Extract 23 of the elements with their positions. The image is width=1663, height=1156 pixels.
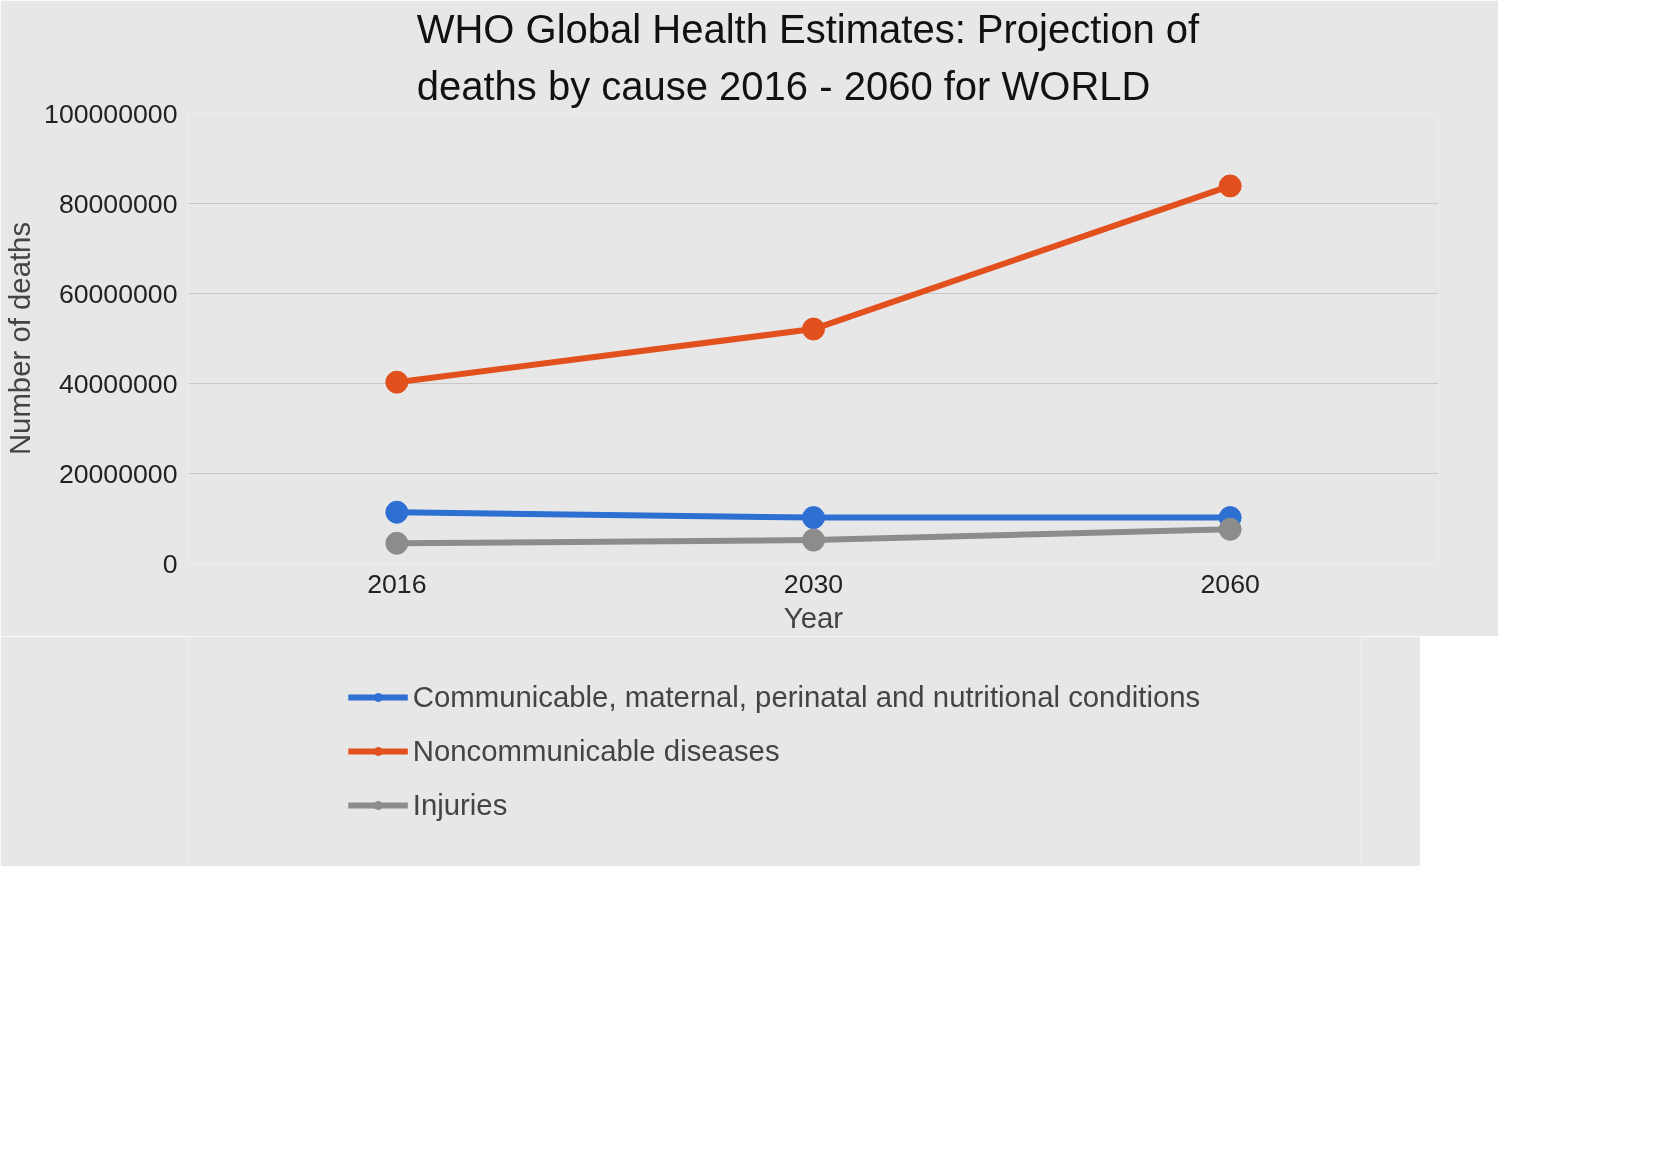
point: [385, 531, 409, 555]
legend-label: Communicable, maternal, perinatal and nutritional conditions: [412, 680, 1201, 714]
y-tick-label: 100000000: [44, 98, 178, 129]
point: [385, 500, 409, 524]
y-tick-label: 80000000: [58, 188, 178, 219]
point: [385, 370, 409, 394]
y-tick-label: 0: [162, 548, 178, 579]
point: [802, 506, 825, 530]
y-axis-title: Number of deaths: [3, 221, 37, 456]
x-tick-label: 2060: [1200, 568, 1260, 599]
legend-label: Injuries: [412, 788, 508, 822]
y-tick-label: 20000000: [58, 458, 178, 489]
x-tick-label: 2030: [783, 568, 844, 599]
point: [1218, 517, 1242, 541]
point: [802, 317, 825, 341]
y-tick-label: 40000000: [58, 368, 178, 399]
point: [802, 528, 825, 552]
legend-label: Noncommunicable diseases: [412, 734, 780, 768]
x-axis-title: Year: [783, 600, 844, 634]
y-tick-label: 60000000: [58, 278, 178, 309]
chart-title: WHO Global Health Estimates: Projection of deaths by cause 2016 - 2060 for WORLD: [416, 7, 1201, 109]
point: [1218, 174, 1242, 198]
x-tick-label: 2016: [367, 568, 427, 599]
